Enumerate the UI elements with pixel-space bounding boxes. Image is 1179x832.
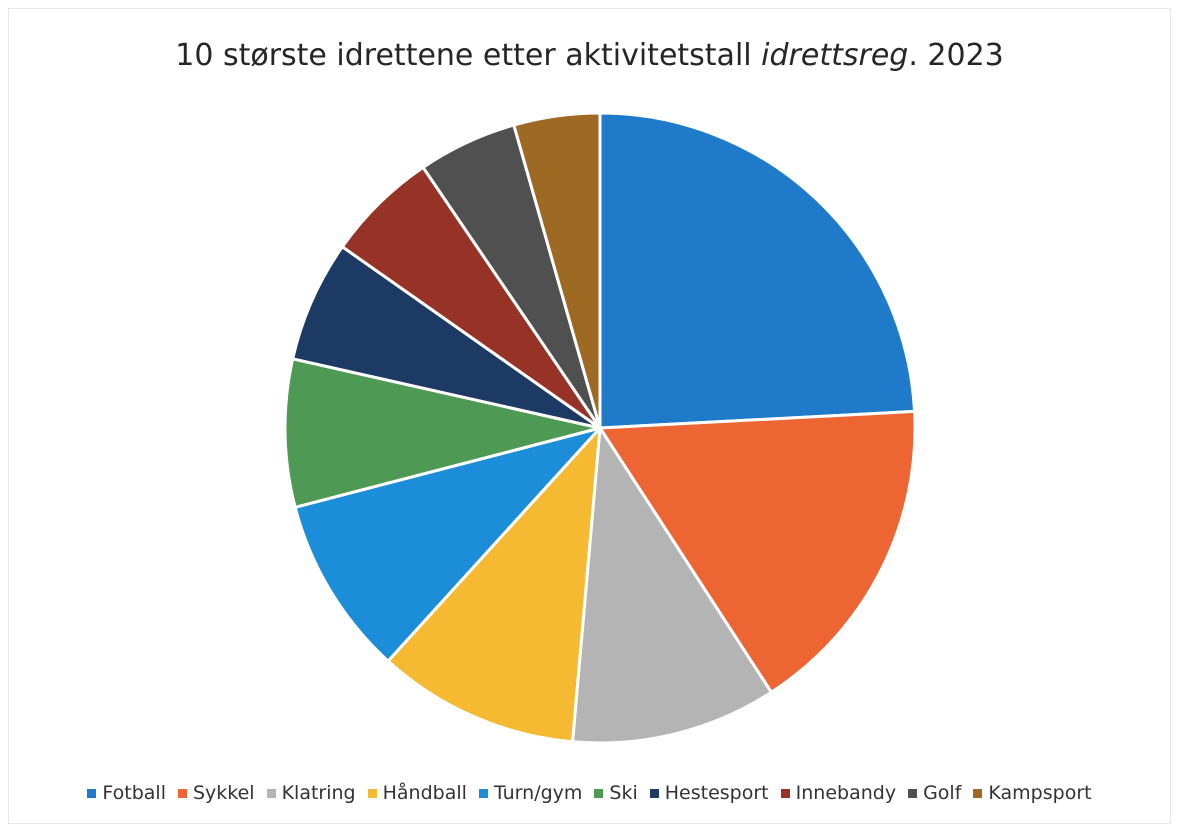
legend-label: Innebandy	[796, 782, 896, 804]
legend-item-kampsport: Kampsport	[973, 782, 1091, 804]
legend-item-innebandy: Innebandy	[781, 782, 896, 804]
legend-label: Sykkel	[193, 782, 255, 804]
legend-swatch	[781, 789, 790, 798]
legend-item-hestesport: Hestesport	[650, 782, 769, 804]
legend-swatch	[178, 789, 187, 798]
legend-label: Klatring	[282, 782, 356, 804]
legend-label: Hestesport	[665, 782, 769, 804]
legend-label: Fotball	[102, 782, 166, 804]
legend-item-turn-gym: Turn/gym	[479, 782, 583, 804]
legend-swatch	[267, 789, 276, 798]
chart-legend: Fotball Sykkel Klatring Håndball Turn/gym Ski…	[0, 782, 1179, 804]
legend-item-ski: Ski	[594, 782, 637, 804]
legend-swatch	[650, 789, 659, 798]
legend-label: Golf	[923, 782, 961, 804]
legend-swatch	[479, 789, 488, 798]
pie-slice-fotball	[600, 113, 915, 428]
legend-item-h-ndball: Håndball	[368, 782, 467, 804]
legend-swatch	[368, 789, 377, 798]
legend-swatch	[973, 789, 982, 798]
legend-swatch	[594, 789, 603, 798]
legend-item-sykkel: Sykkel	[178, 782, 255, 804]
legend-label: Turn/gym	[494, 782, 583, 804]
legend-item-klatring: Klatring	[267, 782, 356, 804]
legend-swatch	[87, 789, 96, 798]
legend-item-fotball: Fotball	[87, 782, 166, 804]
legend-item-golf: Golf	[908, 782, 961, 804]
legend-swatch	[908, 789, 917, 798]
legend-label: Håndball	[383, 782, 467, 804]
legend-label: Kampsport	[988, 782, 1091, 804]
legend-label: Ski	[609, 782, 637, 804]
